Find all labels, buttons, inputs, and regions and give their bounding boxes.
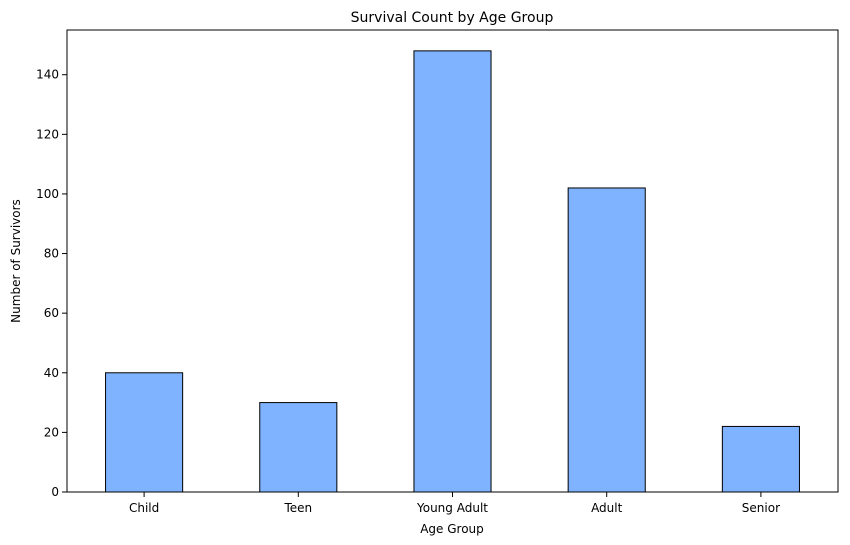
bar-teen [259,402,338,493]
x-axis-title: Age Group [420,522,484,536]
bar-senior [721,425,800,493]
y-axis-title: Number of Survivors [9,199,23,323]
x-tick-label: Senior [742,501,780,515]
y-tick-label: 100 [36,187,59,201]
y-tick-label: 40 [44,366,59,380]
bar-adult [567,187,646,493]
y-tick-label: 0 [51,485,59,499]
y-tick-label: 80 [44,247,59,261]
y-axis-ticks: 0 20 40 60 80 100 120 140 [36,68,67,499]
plot-frame [66,29,839,493]
y-tick-label: 140 [36,68,59,82]
x-tick-label: Child [129,501,159,515]
chart-title: Survival Count by Age Group [351,10,554,26]
x-tick-label: Young Adult [416,501,488,515]
y-tick-label: 20 [44,425,59,439]
bar-young-adult [413,50,492,493]
x-tick-label: Adult [591,501,623,515]
x-axis-ticks: Child Teen Young Adult Adult Senior [129,492,780,515]
bar-child [105,372,184,493]
y-tick-label: 60 [44,306,59,320]
y-tick-label: 120 [36,127,59,141]
x-tick-label: Teen [283,501,312,515]
bars [105,50,800,493]
